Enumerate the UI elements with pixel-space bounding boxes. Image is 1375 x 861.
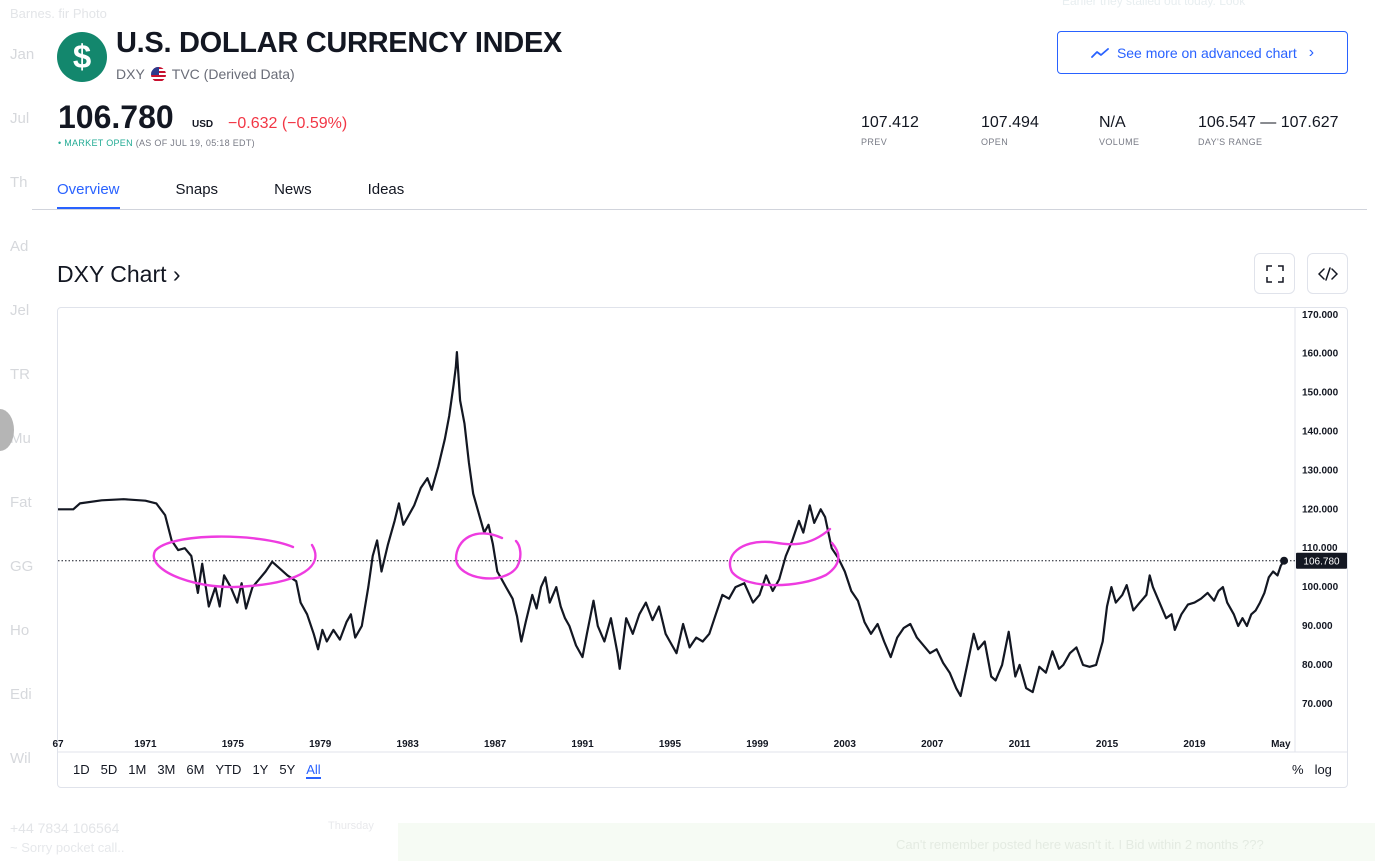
code-icon bbox=[1317, 266, 1338, 281]
background-bottom-day: Thursday bbox=[328, 820, 374, 832]
currency-logo: $ bbox=[57, 32, 107, 82]
stat-days-range: 106.547 — 107.627 DAY'S RANGE bbox=[1198, 114, 1339, 147]
scroll-knob[interactable] bbox=[0, 409, 14, 451]
range-all[interactable]: All bbox=[306, 762, 321, 779]
tab-bar: Overview Snaps News Ideas bbox=[57, 181, 460, 210]
background-sidebar-item: Ad bbox=[10, 238, 29, 255]
background-sidebar-item: TR bbox=[10, 366, 30, 383]
stat-value: 107.494 bbox=[981, 114, 1039, 131]
background-sidebar-item: GG bbox=[10, 558, 34, 575]
stat-label: OPEN bbox=[981, 137, 1009, 147]
range-1y[interactable]: 1Y bbox=[252, 762, 269, 777]
stat-value: 106.547 — 107.627 bbox=[1198, 114, 1339, 131]
embed-button[interactable] bbox=[1307, 253, 1348, 294]
background-bottom-title: +44 7834 106564 bbox=[10, 820, 120, 836]
price-change: −0.632 (−0.59%) bbox=[228, 115, 348, 132]
range-1m[interactable]: 1M bbox=[128, 762, 147, 777]
tab-divider bbox=[32, 209, 1367, 210]
background-sidebar-item: Jan bbox=[10, 46, 35, 63]
stat-label: VOLUME bbox=[1099, 137, 1140, 147]
trend-line-icon bbox=[1091, 47, 1109, 58]
stat-prev: 107.412 PREV bbox=[861, 114, 919, 147]
background-message-text: Can't remember posted here wasn't it. I … bbox=[896, 837, 1264, 852]
us-flag-icon bbox=[150, 66, 166, 82]
chart-container bbox=[57, 307, 1348, 788]
market-status: • MARKET OPEN (AS OF JUL 19, 05:18 EDT) bbox=[58, 138, 255, 148]
background-message-bubble: Can't remember posted here wasn't it. I … bbox=[398, 823, 1375, 861]
log-scale-toggle[interactable]: log bbox=[1314, 762, 1332, 777]
range-6m[interactable]: 6M bbox=[186, 762, 205, 777]
background-sidebar-item: Th bbox=[10, 174, 28, 191]
fullscreen-icon bbox=[1265, 264, 1284, 283]
scale-options: % log bbox=[1292, 762, 1332, 777]
price-currency: USD bbox=[192, 119, 214, 130]
background-sidebar-item: Fat bbox=[10, 494, 32, 511]
range-ytd[interactable]: YTD bbox=[215, 762, 242, 777]
stat-value: N/A bbox=[1099, 114, 1126, 131]
range-3m[interactable]: 3M bbox=[157, 762, 176, 777]
background-sidebar-item: Mu bbox=[10, 430, 31, 447]
stat-value: 107.412 bbox=[861, 114, 919, 131]
advanced-chart-label: See more on advanced chart bbox=[1116, 44, 1297, 61]
percent-scale-toggle[interactable]: % bbox=[1292, 762, 1304, 777]
tab-overview[interactable]: Overview bbox=[57, 181, 120, 210]
background-sidebar-item: Jel bbox=[10, 302, 30, 319]
background-sidebar-item: Jul bbox=[10, 110, 30, 127]
background-sidebar-item: Edi bbox=[10, 686, 32, 703]
range-selector: 1D 5D 1M 3M 6M YTD 1Y 5Y All bbox=[73, 762, 321, 779]
market-open-label: • MARKET OPEN bbox=[58, 138, 133, 148]
chevron-right-icon: › bbox=[1308, 43, 1315, 61]
range-5y[interactable]: 5Y bbox=[279, 762, 296, 777]
advanced-chart-button[interactable]: See more on advanced chart › bbox=[1057, 31, 1348, 74]
background-bottom-message: +44 7834 106564 ~ Sorry pocket call.. bbox=[10, 818, 125, 858]
stat-open: 107.494 OPEN bbox=[981, 114, 1039, 147]
stat-label: PREV bbox=[861, 137, 888, 147]
background-sidebar: Jan Jul Th Ad Jel TR Mu Fat GG Ho Edi Wil bbox=[0, 0, 35, 861]
background-top-right-text: Earlier they stalled out today. Look bbox=[1062, 0, 1246, 8]
background-sidebar-item: Ho bbox=[10, 622, 30, 639]
ticker-symbol: DXY bbox=[116, 66, 145, 82]
as-of-time: (AS OF JUL 19, 05:18 EDT) bbox=[132, 138, 255, 148]
background-top-text: Barnes. fir Photo bbox=[10, 6, 107, 21]
stat-volume: N/A VOLUME bbox=[1099, 114, 1139, 147]
background-sidebar-item: Wil bbox=[10, 750, 31, 767]
data-source: TVC (Derived Data) bbox=[171, 66, 295, 82]
tab-snaps[interactable]: Snaps bbox=[175, 181, 219, 198]
tab-ideas[interactable]: Ideas bbox=[367, 181, 405, 198]
chart-title-link[interactable]: DXY Chart › bbox=[57, 261, 181, 287]
background-bottom-sub: ~ Sorry pocket call.. bbox=[10, 840, 125, 855]
range-5d[interactable]: 5D bbox=[100, 762, 118, 777]
tab-news[interactable]: News bbox=[274, 181, 312, 198]
last-price: 106.780 bbox=[58, 99, 174, 135]
fullscreen-button[interactable] bbox=[1254, 253, 1295, 294]
symbol-subline: DXY TVC (Derived Data) bbox=[116, 66, 295, 82]
page-title: U.S. DOLLAR CURRENCY INDEX bbox=[116, 27, 563, 59]
stat-label: DAY'S RANGE bbox=[1198, 137, 1263, 147]
range-1d[interactable]: 1D bbox=[73, 762, 90, 777]
